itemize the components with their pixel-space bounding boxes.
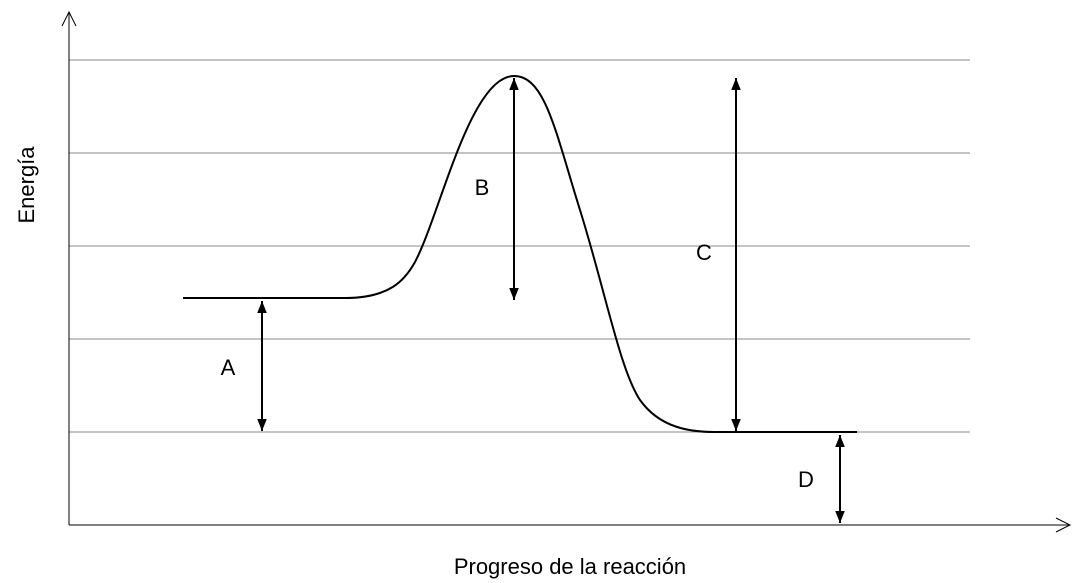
label-a: A bbox=[221, 355, 236, 380]
label-c: C bbox=[696, 240, 712, 265]
label-b: B bbox=[475, 175, 490, 200]
x-axis bbox=[69, 517, 1072, 533]
energy-curve bbox=[183, 74, 857, 433]
x-axis-label: Progreso de la reacción bbox=[454, 554, 686, 579]
grid bbox=[69, 59, 970, 433]
y-axis-label: Energía bbox=[14, 146, 39, 224]
label-d: D bbox=[798, 467, 814, 492]
y-axis bbox=[61, 10, 77, 525]
